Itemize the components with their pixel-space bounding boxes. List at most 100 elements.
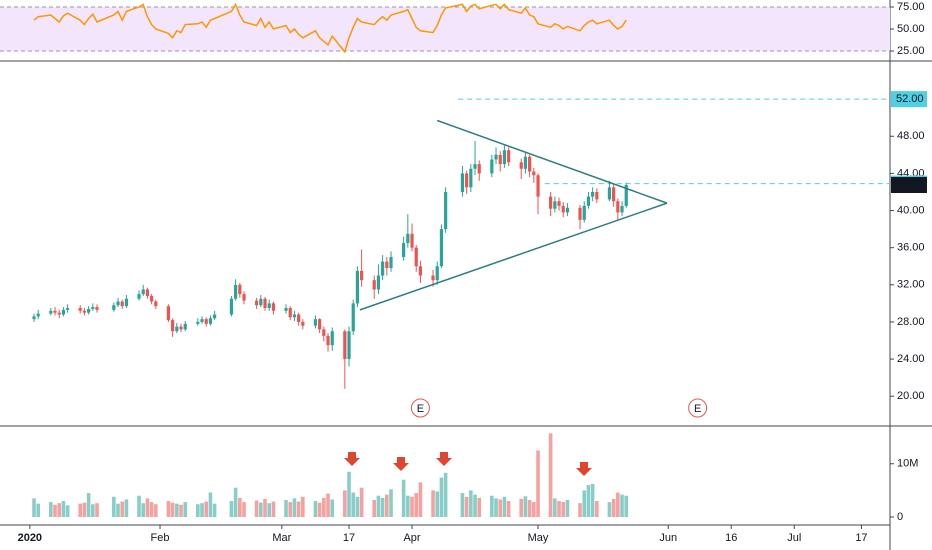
x-tick-label: Jul — [787, 532, 801, 544]
candle-body — [343, 331, 347, 360]
volume-bar — [259, 502, 263, 518]
y-tick-label: 0 — [897, 511, 903, 523]
candle-body — [288, 308, 292, 318]
volume-bar — [86, 493, 91, 518]
volume-bar — [351, 492, 356, 518]
arrow — [576, 462, 592, 476]
candle-body — [376, 275, 381, 290]
volume-arrows — [344, 452, 592, 476]
candle-body — [284, 308, 288, 311]
candle-body — [116, 301, 120, 306]
earnings-marker — [410, 398, 430, 418]
candle-body — [255, 300, 259, 306]
volume-bar — [343, 490, 347, 518]
candle-body — [553, 201, 557, 209]
volume-bar — [414, 493, 419, 518]
volume-bar — [443, 472, 448, 518]
trendline — [436, 119, 668, 204]
volume-bar — [557, 501, 561, 518]
volume-bar — [536, 450, 540, 518]
candle-body — [360, 270, 364, 281]
volume-bar — [477, 497, 482, 518]
candle-body — [141, 289, 145, 295]
candle-body — [137, 294, 141, 299]
volume-bar — [53, 504, 57, 518]
volume-bar — [620, 494, 624, 518]
earnings-label: E — [694, 403, 701, 415]
candle-body — [112, 305, 116, 310]
candle-body — [372, 280, 376, 290]
volume-bar — [61, 501, 66, 518]
volume-bar — [359, 487, 364, 518]
candle-body — [385, 261, 389, 269]
candle-body — [213, 314, 217, 319]
volume-bar — [431, 490, 435, 518]
volume-bar — [124, 499, 129, 518]
candle-body — [347, 331, 351, 360]
candle-body — [473, 164, 477, 169]
volume-bar — [292, 498, 297, 518]
volume-bar — [233, 487, 238, 518]
y-tick-label: 32.00 — [897, 279, 925, 291]
volume-bar — [137, 495, 141, 518]
volume-bar — [91, 504, 95, 518]
volume-bar — [561, 502, 566, 518]
x-tick-label: 17 — [343, 532, 355, 544]
volume-bar — [288, 502, 293, 518]
candle-body — [145, 289, 150, 296]
trendline — [359, 202, 668, 311]
volume-bar — [406, 495, 410, 518]
candle-body — [465, 173, 469, 188]
y-tick-label: 10M — [897, 458, 918, 470]
candle-body — [414, 247, 418, 267]
candle-body — [36, 313, 40, 317]
volume-bar — [410, 496, 414, 518]
x-tick-label: 16 — [725, 532, 737, 544]
candle-body — [175, 326, 179, 332]
volume-bar — [385, 494, 389, 518]
candle-body — [57, 312, 61, 315]
volume-bar — [296, 501, 301, 518]
candle-body — [624, 185, 628, 206]
y-tick-label: 50.00 — [897, 23, 925, 35]
candle-body — [208, 318, 213, 324]
candle-body — [435, 266, 439, 281]
candle-body — [330, 331, 334, 346]
volume-bar — [460, 493, 465, 518]
candle-body — [318, 319, 322, 330]
volume-bar — [95, 503, 99, 518]
candle-body — [502, 150, 507, 165]
x-tick-label: Mar — [272, 532, 291, 544]
volume-bar — [389, 489, 393, 518]
volume-bar — [284, 499, 288, 518]
volume-bar — [523, 496, 528, 518]
y-tick-label: 20.00 — [897, 390, 925, 402]
candle-body — [536, 175, 540, 197]
candle-body — [582, 205, 586, 220]
candle-body — [200, 319, 204, 322]
y-tick-label: 40.00 — [897, 204, 925, 216]
candle-body — [616, 201, 620, 213]
volume-bar — [490, 495, 494, 518]
volume-bar — [595, 501, 599, 518]
volume-bar — [473, 494, 477, 518]
volume-bar — [49, 502, 53, 518]
volume-bar — [204, 501, 209, 518]
volume-bar — [170, 502, 175, 518]
volume-bar — [36, 503, 41, 518]
volume-bar — [254, 500, 259, 518]
volume-bar — [242, 502, 246, 518]
candle-body — [82, 310, 87, 313]
x-tick-label: May — [528, 532, 549, 544]
candle-body — [460, 173, 465, 192]
candle-body — [61, 309, 66, 315]
volume-bar — [212, 503, 217, 518]
candle-body — [418, 266, 423, 276]
candle-body — [351, 303, 355, 332]
volume-bar — [506, 501, 511, 518]
candle-body — [519, 162, 523, 169]
candle-body — [477, 164, 481, 174]
volume-bar — [208, 492, 213, 518]
volume-bar — [372, 499, 377, 518]
x-tick-label: Apr — [403, 532, 420, 544]
